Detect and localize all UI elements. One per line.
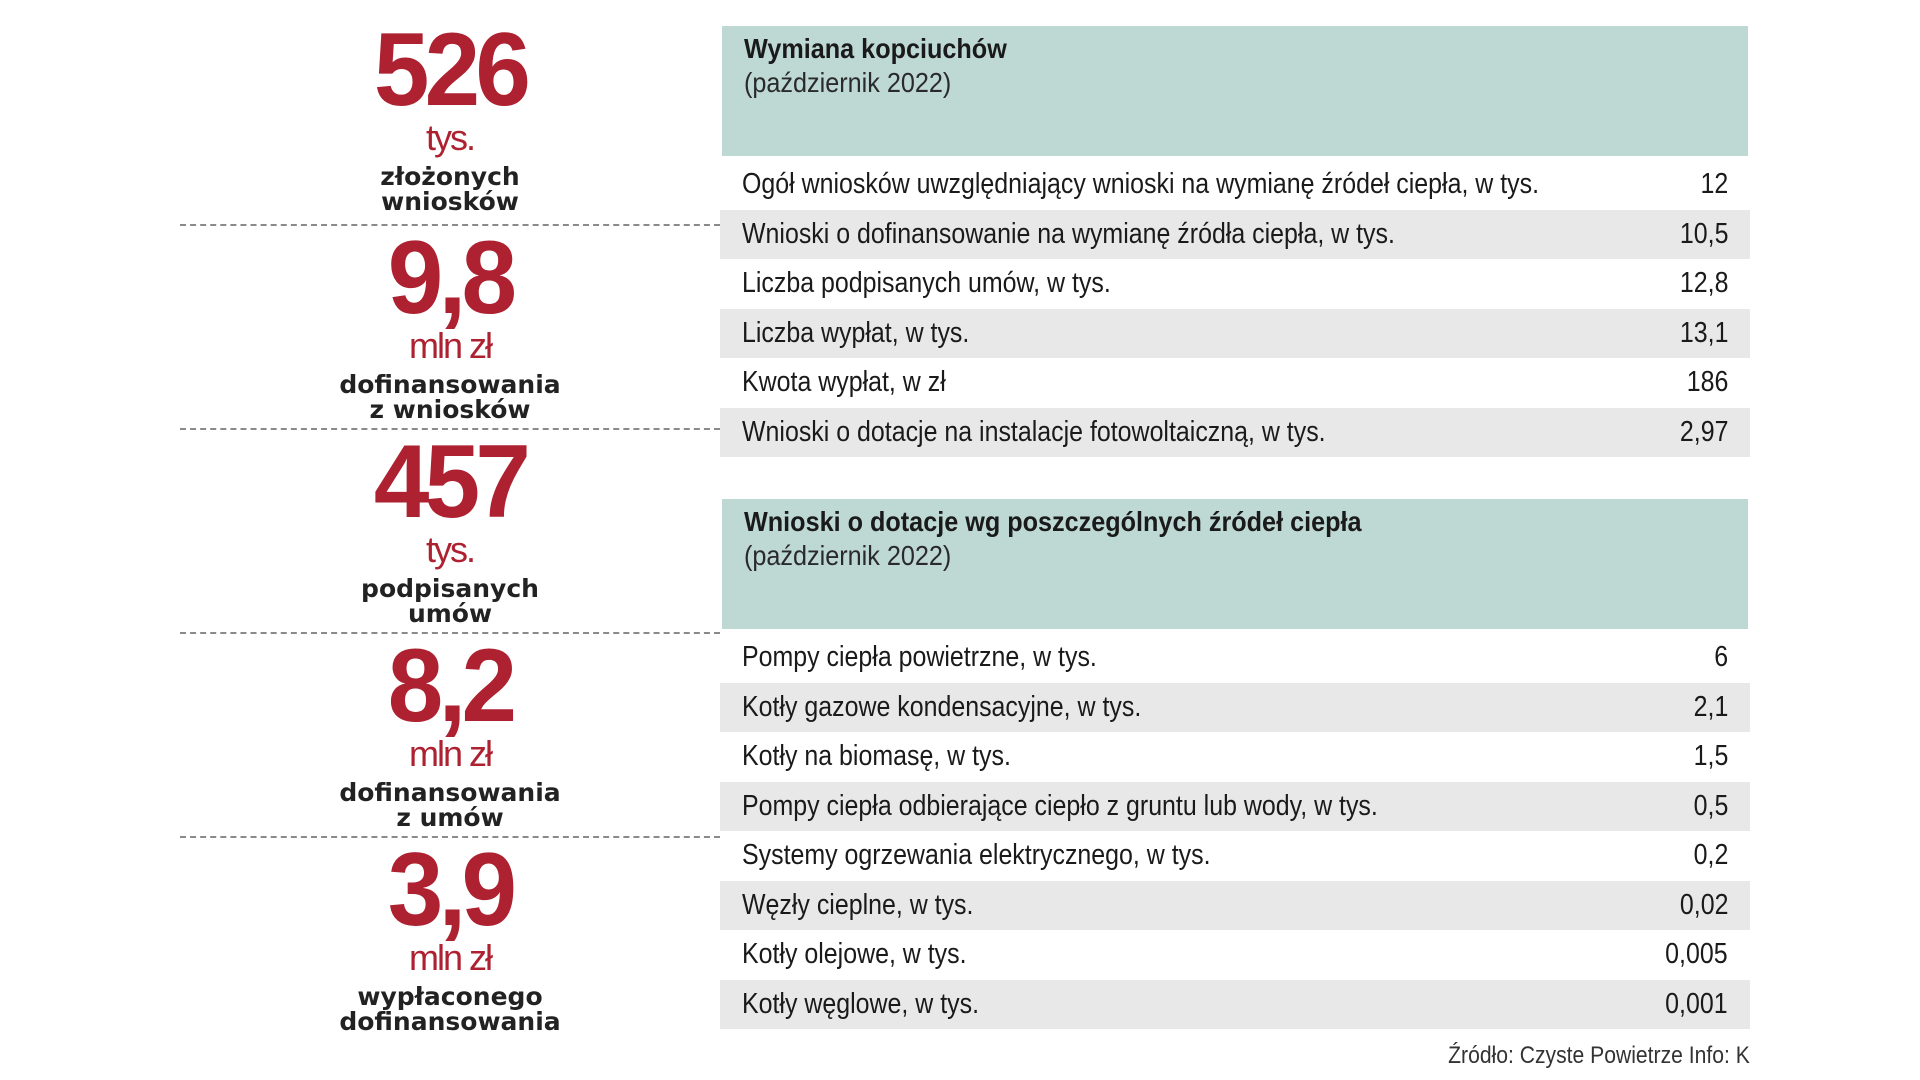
stat-signed-contracts: 457 tys. podpisanych umów: [180, 424, 720, 628]
divider: [180, 632, 720, 634]
row-value: 186: [1686, 366, 1728, 399]
table-row: Pompy ciepła odbierające ciepło z gruntu…: [720, 781, 1750, 831]
table-row: Ogół wniosków uwzględniający wnioski na …: [720, 160, 1750, 210]
row-value: 12,8: [1679, 267, 1728, 300]
table-body: Pompy ciepła powietrzne, w tys. 6 Kotły g…: [720, 633, 1750, 1029]
stat-funding-from-applications: 9,8 mln zł dofinansowania z wniosków: [180, 220, 720, 424]
row-label: Ogół wniosków uwzględniający wnioski na …: [742, 168, 1540, 201]
stat-value: 3,9: [387, 832, 517, 948]
row-value: 2,97: [1679, 415, 1728, 448]
row-label: Kotły na biomasę, w tys.: [742, 740, 1011, 773]
table-row: Wnioski o dofinansowanie na wymianę źród…: [720, 209, 1750, 259]
stat-desc-line2: dofinansowania: [339, 1007, 561, 1036]
row-label: Kotły gazowe kondensacyjne, w tys.: [742, 690, 1142, 723]
row-value: 0,005: [1665, 938, 1728, 971]
table-row: Systemy ogrzewania elektrycznego, w tys.…: [720, 831, 1750, 881]
divider: [180, 224, 720, 226]
stat-desc-line2: z umów: [396, 803, 504, 832]
table-row: Kotły gazowe kondensacyjne, w tys. 2,1: [720, 682, 1750, 732]
divider: [180, 428, 720, 430]
divider: [180, 836, 720, 838]
stat-unit: mln zł: [408, 733, 493, 774]
row-label: Kotły węglowe, w tys.: [742, 987, 980, 1020]
table-row: Kotły olejowe, w tys. 0,005: [720, 930, 1750, 980]
table-row: Wnioski o dotacje na instalacje fotowolt…: [720, 407, 1750, 457]
row-value: 10,5: [1679, 217, 1728, 250]
stat-desc-line1: złożonych: [380, 162, 520, 191]
stat-value: 526: [373, 12, 531, 128]
stat-unit: tys.: [425, 529, 476, 570]
table-row: Pompy ciepła powietrzne, w tys. 6: [720, 633, 1750, 683]
row-value: 0,5: [1693, 789, 1728, 822]
table-header: Wymiana kopciuchów (październik 2022): [722, 26, 1748, 156]
stat-submitted-applications: 526 tys. złożonych wniosków: [180, 12, 720, 216]
row-value: 0,001: [1665, 987, 1728, 1020]
row-value: 12: [1700, 168, 1728, 201]
row-value: 0,02: [1679, 888, 1728, 921]
stat-desc-line1: wypłaconego: [357, 982, 543, 1011]
row-label: Liczba podpisanych umów, w tys.: [742, 267, 1111, 300]
stat-value: 457: [373, 424, 531, 540]
key-figures-column: 526 tys. złożonych wniosków 9,8 mln zł d…: [180, 0, 720, 1060]
stat-desc-line1: podpisanych: [361, 574, 539, 603]
stat-desc-line2: wniosków: [381, 187, 519, 216]
stat-desc-line2: z wniosków: [369, 395, 531, 424]
table-subtitle: (październik 2022): [744, 540, 952, 571]
row-value: 6: [1714, 641, 1728, 674]
row-label: Węzły cieplne, w tys.: [742, 888, 974, 921]
table-row: Kotły węglowe, w tys. 0,001: [720, 979, 1750, 1029]
row-label: Pompy ciepła powietrzne, w tys.: [742, 641, 1097, 674]
stat-funding-from-contracts: 8,2 mln zł dofinansowania z umów: [180, 628, 720, 832]
stat-unit: mln zł: [408, 325, 493, 366]
table-row: Kwota wypłat, w zł 186: [720, 358, 1750, 408]
row-value: 2,1: [1693, 690, 1728, 723]
table-row: Liczba wypłat, w tys. 13,1: [720, 308, 1750, 358]
row-label: Wnioski o dofinansowanie na wymianę źród…: [742, 217, 1395, 250]
stat-desc-line1: dofinansowania: [339, 370, 561, 399]
table-row: Liczba podpisanych umów, w tys. 12,8: [720, 259, 1750, 309]
table-stove-replacement: Wymiana kopciuchów (październik 2022) Og…: [720, 26, 1750, 457]
row-label: Liczba wypłat, w tys.: [742, 316, 970, 349]
table-row: Kotły na biomasę, w tys. 1,5: [720, 732, 1750, 782]
row-label: Kotły olejowe, w tys.: [742, 938, 967, 971]
row-value: 0,2: [1693, 839, 1728, 872]
row-label: Wnioski o dotacje na instalacje fotowolt…: [742, 415, 1326, 448]
table-body: Ogół wniosków uwzględniający wnioski na …: [720, 160, 1750, 457]
row-label: Systemy ogrzewania elektrycznego, w tys.: [742, 839, 1211, 872]
stat-value: 9,8: [387, 220, 517, 336]
row-value: 1,5: [1693, 740, 1728, 773]
source-credit: Źródło: Czyste Powietrze Info: K: [1448, 1042, 1750, 1069]
row-value: 13,1: [1679, 316, 1728, 349]
row-label: Kwota wypłat, w zł: [742, 366, 946, 399]
table-subtitle: (październik 2022): [744, 67, 952, 98]
table-title: Wnioski o dotacje wg poszczególnych źród…: [744, 506, 1362, 537]
stat-paid-funding: 3,9 mln zł wypłaconego dofinansowania: [180, 832, 720, 1036]
table-heat-sources: Wnioski o dotacje wg poszczególnych źród…: [720, 499, 1750, 1029]
stat-desc-line1: dofinansowania: [339, 778, 561, 807]
row-label: Pompy ciepła odbierające ciepło z gruntu…: [742, 789, 1378, 822]
stat-unit: tys.: [425, 117, 476, 158]
stat-desc-line2: umów: [407, 599, 493, 628]
table-title: Wymiana kopciuchów: [744, 33, 1007, 64]
table-row: Węzły cieplne, w tys. 0,02: [720, 880, 1750, 930]
table-header: Wnioski o dotacje wg poszczególnych źród…: [722, 499, 1748, 629]
stat-unit: mln zł: [408, 937, 493, 978]
stat-value: 8,2: [387, 628, 517, 744]
